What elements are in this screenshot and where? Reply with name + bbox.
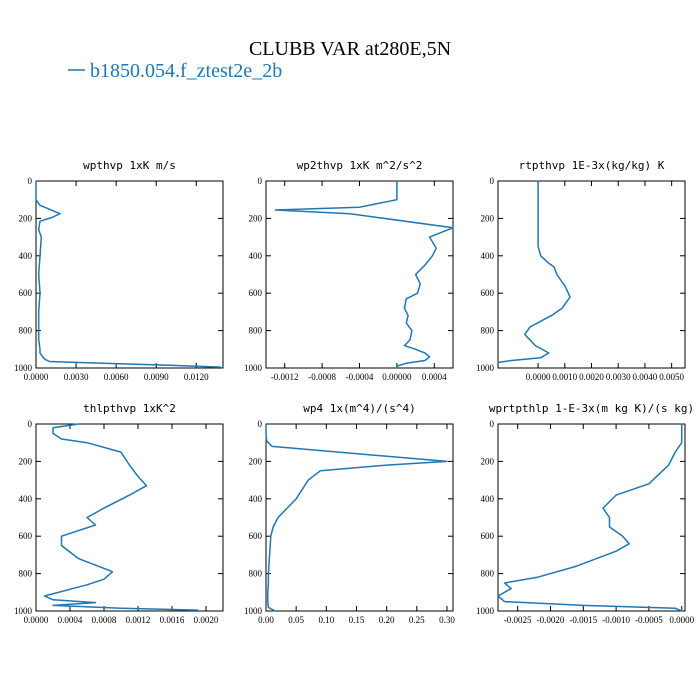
y-tick-label: 800 [19, 569, 33, 579]
x-tick-label: -0.0005 [635, 615, 663, 625]
x-tick-label: -0.0012 [271, 372, 299, 382]
x-tick-label: 0.0004 [58, 615, 83, 625]
y-tick-label: 0 [28, 419, 33, 429]
y-tick-label: 400 [19, 494, 33, 504]
x-tick-label: -0.0025 [504, 615, 532, 625]
panel-grid: wpthvp 1xK m/s0.0000 0.0030 0.0060 0.0090 0.… [14, 159, 695, 625]
x-tick-label: 0.0030 [64, 372, 89, 382]
series-line [274, 180, 454, 369]
x-tick-label: 0.0000 [526, 372, 551, 382]
legend-label: b1850.054.f_ztest2e_2b [90, 60, 282, 82]
y-tick-label: 600 [481, 288, 495, 298]
x-tick-label: 0.00000 [382, 372, 412, 382]
panel-6: wprtpthlp 1-E-3x(m kg K)/(s kg) -0.0025 -0… [476, 402, 695, 625]
series-line [35, 180, 222, 368]
y-tick-label: 1000 [476, 606, 495, 616]
y-tick-label: 400 [249, 251, 263, 261]
panel-3: rtpthvp 1E-3x(kg/kg) K 0.0000 0.0010 0.0020… [476, 159, 686, 382]
plot-frame [35, 180, 224, 369]
x-tick-label: -0.0020 [537, 615, 565, 625]
x-tick-label: 0.10 [318, 615, 334, 625]
y-tick-label: 800 [249, 326, 263, 336]
plot-frame [265, 423, 454, 612]
y-tick-label: 200 [481, 456, 495, 466]
y-tick-label: 600 [19, 531, 33, 541]
x-tick-label: 0.0040 [633, 372, 658, 382]
y-tick-label: 0 [490, 419, 495, 429]
x-tick-label: 0.0010 [552, 372, 577, 382]
y-tick-label: 600 [481, 531, 495, 541]
x-tick-label: 0.25 [409, 615, 425, 625]
panel-title: wprtpthlp 1-E-3x(m kg K)/(s kg) [489, 402, 694, 415]
y-tick-label: 400 [249, 494, 263, 504]
series-line [497, 423, 683, 612]
x-tick-label: 0.0004 [422, 372, 447, 382]
y-tick-label: 1000 [244, 606, 263, 616]
x-tick-label: 0.0020 [579, 372, 604, 382]
y-tick-label: 400 [481, 251, 495, 261]
x-tick-label: 0.0020 [194, 615, 219, 625]
y-tick-label: 200 [19, 213, 33, 223]
y-tick-label: 1000 [476, 363, 495, 373]
x-tick-label: 0.0060 [104, 372, 129, 382]
panel-title: rtpthvp 1E-3x(kg/kg) K [519, 159, 665, 172]
plot-frame [35, 423, 224, 612]
x-tick-label: 0.00 [258, 615, 274, 625]
y-tick-label: 800 [481, 569, 495, 579]
x-tick-label: 0.0008 [92, 615, 117, 625]
x-tick-label: 0.30 [439, 615, 455, 625]
series-line [497, 180, 571, 364]
y-tick-label: 200 [249, 456, 263, 466]
x-tick-label: 0.0016 [160, 615, 185, 625]
y-tick-label: 1000 [14, 363, 33, 373]
series-line [265, 423, 448, 612]
y-tick-label: 800 [481, 326, 495, 336]
y-tick-label: 0 [490, 176, 495, 186]
figure-title: CLUBB VAR at280E,5N [249, 38, 451, 60]
x-tick-label: 0.0000 [24, 615, 49, 625]
panel-title: wpthvp 1xK m/s [83, 159, 176, 172]
panel-title: wp2thvp 1xK m^2/s^2 [297, 159, 423, 172]
x-tick-label: 0.0000 [669, 615, 694, 625]
panel-5: wp4 1x(m^4)/(s^4) 0.00 0.05 0.10 0.15 0.20 0.2… [244, 402, 455, 625]
x-tick-label: 0.0012 [126, 615, 151, 625]
y-tick-label: 0 [258, 419, 263, 429]
x-tick-label: -0.0008 [308, 372, 336, 382]
y-tick-label: 600 [249, 531, 263, 541]
y-tick-label: 200 [249, 213, 263, 223]
y-tick-label: 200 [481, 213, 495, 223]
panel-4: thlpthvp 1xK^2 0.0000 0.0004 0.0008 0.0012 0.… [14, 402, 224, 625]
panel-title: thlpthvp 1xK^2 [83, 402, 176, 415]
panel-title: wp4 1x(m^4)/(s^4) [303, 402, 416, 415]
x-tick-label: 0.0120 [184, 372, 209, 382]
panel-2: wp2thvp 1xK m^2/s^2 -0.0012 -0.0008 -0.0004… [244, 159, 454, 382]
x-tick-label: 0.20 [379, 615, 395, 625]
y-tick-label: 800 [19, 326, 33, 336]
x-tick-label: 0.0090 [144, 372, 169, 382]
x-tick-label: -0.0004 [346, 372, 374, 382]
panel-1: wpthvp 1xK m/s 0.0000 0.0030 0.0060 0.0090 0.… [14, 159, 224, 382]
x-tick-label: -0.0015 [569, 615, 597, 625]
y-tick-label: 600 [19, 288, 33, 298]
x-tick-label: -0.0010 [602, 615, 630, 625]
y-tick-label: 0 [258, 176, 263, 186]
x-tick-label: 0.0000 [24, 372, 49, 382]
y-tick-label: 1000 [244, 363, 263, 373]
y-tick-label: 400 [19, 251, 33, 261]
x-tick-label: 0.15 [349, 615, 365, 625]
x-tick-label: 0.05 [288, 615, 304, 625]
series-line [43, 423, 199, 611]
plot-frame [497, 423, 686, 612]
y-tick-label: 200 [19, 456, 33, 466]
y-tick-label: 0 [28, 176, 33, 186]
y-tick-label: 800 [249, 569, 263, 579]
x-tick-label: 0.0050 [659, 372, 684, 382]
x-tick-label: 0.0030 [606, 372, 631, 382]
y-tick-label: 1000 [14, 606, 33, 616]
plot-frame [497, 180, 686, 369]
legend: b1850.054.f_ztest2e_2b [68, 60, 282, 82]
y-tick-label: 400 [481, 494, 495, 504]
y-tick-label: 600 [249, 288, 263, 298]
